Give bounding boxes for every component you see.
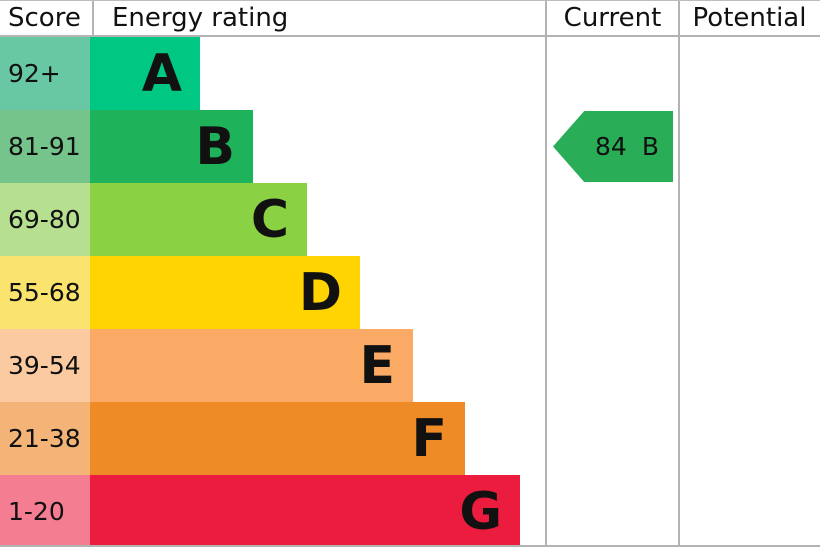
rating-row-c: 69-80 C bbox=[0, 183, 820, 256]
rating-bar-b: B bbox=[90, 110, 253, 183]
rating-row-g: 1-20 G bbox=[0, 475, 820, 545]
rating-letter-b: B bbox=[195, 116, 235, 177]
current-rating-value: 84 bbox=[595, 132, 627, 161]
current-column-divider bbox=[545, 1, 547, 545]
rating-letter-d: D bbox=[298, 262, 342, 323]
header-energy-rating: Energy rating bbox=[112, 3, 289, 33]
rating-letter-e: E bbox=[359, 335, 395, 396]
chart-header-row: Score Energy rating Current Potential bbox=[0, 1, 820, 37]
potential-column-divider bbox=[678, 1, 680, 545]
rating-bar-c: C bbox=[90, 183, 307, 256]
score-range-f: 21-38 bbox=[0, 402, 90, 475]
rating-row-d: 55-68 D bbox=[0, 256, 820, 329]
score-range-a: 92+ bbox=[0, 37, 90, 110]
score-range-b: 81-91 bbox=[0, 110, 90, 183]
score-range-g: 1-20 bbox=[0, 475, 90, 545]
header-current: Current bbox=[563, 3, 662, 33]
rating-letter-c: C bbox=[250, 189, 289, 250]
rating-bands: 92+ A 81-91 B 69-80 C 55-68 D 39-54 bbox=[0, 37, 820, 545]
rating-letter-a: A bbox=[141, 43, 182, 104]
current-rating-letter: B bbox=[641, 132, 659, 161]
rating-letter-f: F bbox=[411, 408, 447, 469]
rating-row-f: 21-38 F bbox=[0, 402, 820, 475]
score-range-c: 69-80 bbox=[0, 183, 90, 256]
rating-bar-d: D bbox=[90, 256, 360, 329]
rating-row-e: 39-54 E bbox=[0, 329, 820, 402]
rating-bar-e: E bbox=[90, 329, 413, 402]
rating-row-a: 92+ A bbox=[0, 37, 820, 110]
rating-letter-g: G bbox=[459, 481, 502, 542]
rating-bar-g: G bbox=[90, 475, 520, 545]
score-range-d: 55-68 bbox=[0, 256, 90, 329]
score-range-e: 39-54 bbox=[0, 329, 90, 402]
rating-bar-f: F bbox=[90, 402, 465, 475]
header-potential: Potential bbox=[692, 3, 807, 33]
score-header-divider bbox=[92, 1, 94, 37]
rating-row-b: 81-91 B bbox=[0, 110, 820, 183]
rating-bar-a: A bbox=[90, 37, 200, 110]
header-score: Score bbox=[8, 3, 81, 33]
